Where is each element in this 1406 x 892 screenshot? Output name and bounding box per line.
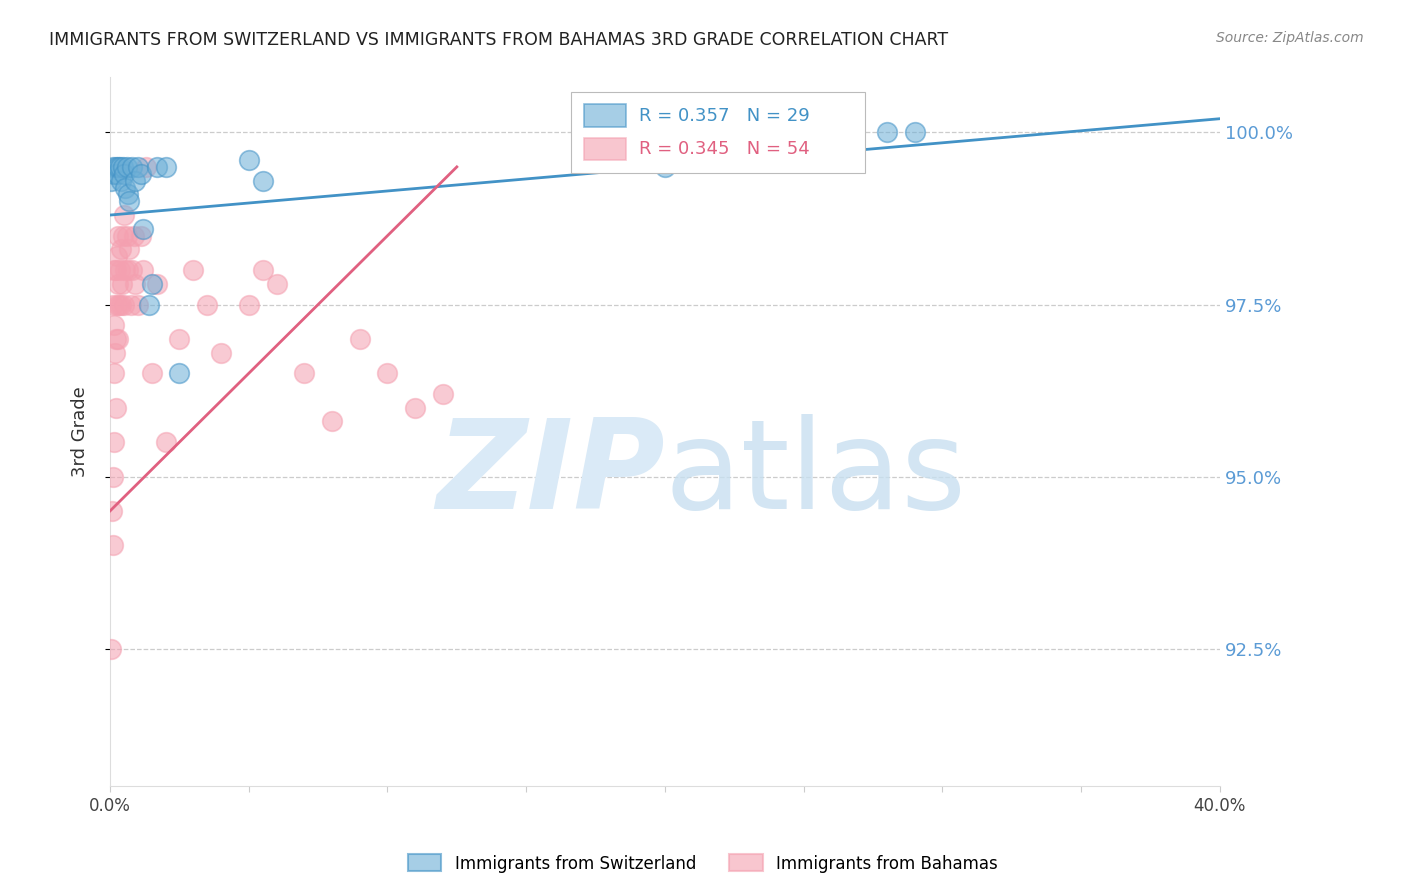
- Bar: [571, 92, 865, 173]
- Point: [101, 504, 124, 518]
- Point: [169, 367, 191, 381]
- Text: ZIP: ZIP: [436, 414, 665, 535]
- Legend: Immigrants from Switzerland, Immigrants from Bahamas: Immigrants from Switzerland, Immigrants …: [402, 847, 1004, 880]
- Point: [112, 297, 135, 311]
- Point: [120, 297, 142, 311]
- Point: [127, 297, 149, 311]
- Point: [252, 263, 274, 277]
- Point: [110, 297, 132, 311]
- Point: [104, 332, 127, 346]
- Point: [127, 160, 149, 174]
- Point: [112, 208, 135, 222]
- Point: [105, 167, 128, 181]
- Point: [124, 174, 146, 188]
- Point: [103, 367, 125, 381]
- Point: [135, 160, 157, 174]
- Point: [377, 367, 399, 381]
- Point: [169, 332, 191, 346]
- Point: [292, 367, 315, 381]
- Bar: [583, 104, 626, 127]
- Point: [118, 194, 141, 209]
- Point: [105, 297, 128, 311]
- Point: [107, 277, 129, 291]
- Point: [110, 243, 132, 257]
- Point: [146, 277, 169, 291]
- Point: [132, 263, 155, 277]
- Point: [105, 401, 128, 415]
- Point: [129, 228, 152, 243]
- Point: [124, 277, 146, 291]
- Point: [209, 345, 232, 359]
- Point: [115, 228, 138, 243]
- Point: [129, 167, 152, 181]
- Text: IMMIGRANTS FROM SWITZERLAND VS IMMIGRANTS FROM BAHAMAS 3RD GRADE CORRELATION CHA: IMMIGRANTS FROM SWITZERLAND VS IMMIGRANT…: [49, 31, 948, 49]
- Point: [104, 160, 127, 174]
- Point: [110, 174, 132, 188]
- Point: [903, 126, 925, 140]
- Point: [876, 126, 898, 140]
- Text: atlas: atlas: [665, 414, 967, 535]
- Point: [349, 332, 371, 346]
- Point: [141, 367, 163, 381]
- Bar: [583, 137, 626, 161]
- Point: [117, 263, 139, 277]
- Point: [321, 415, 343, 429]
- Point: [104, 263, 127, 277]
- Point: [654, 160, 676, 174]
- Point: [101, 297, 124, 311]
- Point: [107, 228, 129, 243]
- Point: [108, 297, 131, 311]
- Point: [122, 228, 145, 243]
- Point: [107, 160, 129, 174]
- Point: [101, 469, 124, 483]
- Point: [104, 345, 127, 359]
- Point: [111, 160, 134, 174]
- Point: [114, 180, 136, 194]
- Point: [108, 160, 131, 174]
- Point: [146, 160, 169, 174]
- Y-axis label: 3rd Grade: 3rd Grade: [72, 386, 89, 477]
- Point: [112, 167, 135, 181]
- Point: [103, 263, 125, 277]
- Point: [100, 174, 122, 188]
- Point: [141, 277, 163, 291]
- Point: [181, 263, 204, 277]
- Point: [132, 222, 155, 236]
- Text: R = 0.357   N = 29: R = 0.357 N = 29: [640, 107, 810, 125]
- Point: [107, 332, 129, 346]
- Point: [238, 297, 260, 311]
- Point: [138, 297, 160, 311]
- Point: [115, 160, 138, 174]
- Point: [111, 277, 134, 291]
- Text: Source: ZipAtlas.com: Source: ZipAtlas.com: [1216, 31, 1364, 45]
- Point: [100, 641, 122, 656]
- Point: [101, 160, 124, 174]
- Point: [103, 318, 125, 333]
- Point: [404, 401, 426, 415]
- Point: [121, 263, 143, 277]
- Point: [114, 263, 136, 277]
- Point: [111, 228, 134, 243]
- Point: [432, 387, 454, 401]
- Point: [155, 435, 177, 450]
- Point: [103, 435, 125, 450]
- Point: [118, 243, 141, 257]
- Point: [155, 160, 177, 174]
- Point: [108, 263, 131, 277]
- Point: [266, 277, 288, 291]
- Point: [103, 167, 125, 181]
- Text: R = 0.345   N = 54: R = 0.345 N = 54: [640, 140, 810, 158]
- Point: [117, 187, 139, 202]
- Point: [103, 538, 125, 552]
- Point: [195, 297, 218, 311]
- Point: [105, 249, 128, 263]
- Point: [121, 160, 143, 174]
- Point: [252, 174, 274, 188]
- Point: [238, 153, 260, 167]
